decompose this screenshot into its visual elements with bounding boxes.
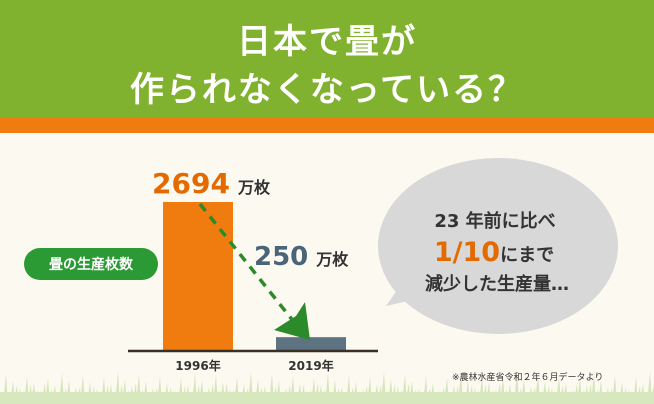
- unit-label-1: 万枚: [315, 250, 349, 269]
- category-label-0: 1996年: [175, 358, 220, 373]
- bubble-line-2-rest: にまで: [500, 245, 554, 266]
- bubble-line-2: 1/10にまで: [414, 237, 574, 268]
- production-count-pill: 畳の生産枚数: [24, 248, 158, 280]
- bubble-line-1: 23 年前に比べ: [420, 207, 570, 233]
- bar-1: [276, 337, 346, 351]
- source-note: ※農林水産省令和２年６月データより: [452, 370, 603, 383]
- bars-group: [163, 202, 346, 351]
- trend-arrow-head: [274, 302, 310, 340]
- value-label-0: 2694: [152, 167, 230, 200]
- unit-label-0: 万枚: [237, 178, 271, 197]
- grass-ground: [0, 392, 654, 404]
- bubble-ratio: 1/10: [434, 237, 500, 268]
- value-label-1: 250: [254, 242, 308, 272]
- bubble-line-3: 減少した生産量…: [412, 270, 582, 296]
- bar-0: [163, 202, 233, 351]
- category-label-1: 2019年: [288, 358, 333, 373]
